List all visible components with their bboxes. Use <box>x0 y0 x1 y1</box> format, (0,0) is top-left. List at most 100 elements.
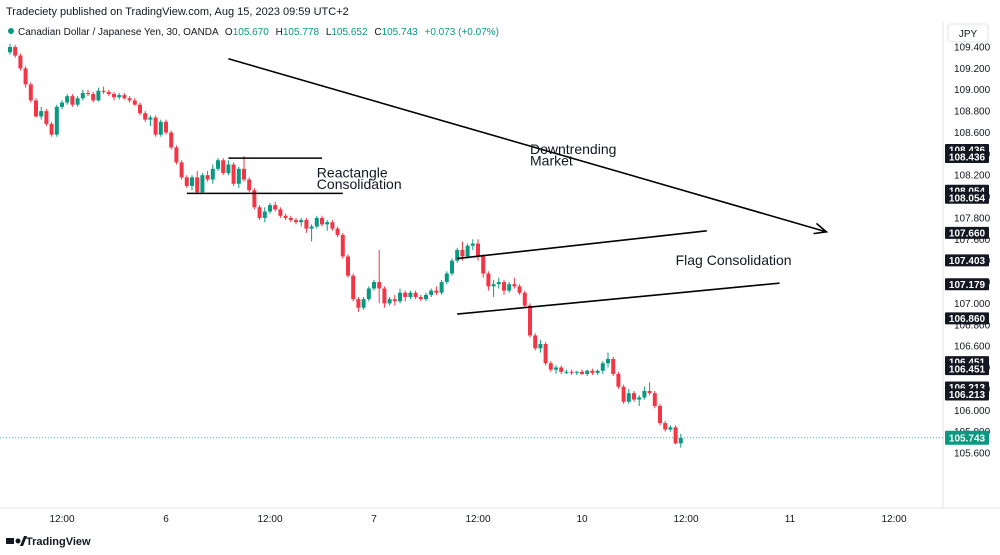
candle-body-110 <box>580 371 584 374</box>
candle-body-52 <box>278 209 283 216</box>
candle-body-127 <box>668 427 673 430</box>
ohlc-change: +0.073 (+0.07%) <box>424 27 499 38</box>
candle-body-0 <box>8 47 12 53</box>
svg-text:107.179: 107.179 <box>949 280 986 291</box>
candle-body-115 <box>606 358 610 364</box>
candle-body-13 <box>75 98 80 105</box>
price-badge-11: 106.213 <box>945 388 989 401</box>
candle-body-95 <box>502 282 506 291</box>
candle-body-54 <box>288 217 293 221</box>
candle-body-46 <box>247 179 252 191</box>
candle-body-119 <box>626 393 631 402</box>
price-tick-9: 107.600 <box>954 235 991 246</box>
candle-body-36 <box>195 177 200 193</box>
tradingview-logo[interactable]: TradingView <box>6 536 91 548</box>
candle-body-27 <box>148 117 153 120</box>
candle-body-83 <box>439 282 444 293</box>
candle-body-90 <box>476 243 480 257</box>
candle-body-122 <box>642 391 647 398</box>
annotation-4[interactable]: Flag Consolidation <box>676 252 792 268</box>
annotation-1[interactable]: Market <box>530 153 573 169</box>
candle-body-11 <box>65 96 70 103</box>
candle-body-16 <box>91 94 96 101</box>
candle-body-12 <box>70 96 75 105</box>
candle-body-51 <box>273 205 278 210</box>
candlestick-series <box>8 43 683 448</box>
candle-body-28 <box>153 117 158 135</box>
svg-text:108.436: 108.436 <box>949 152 986 163</box>
candle-body-15 <box>86 92 90 95</box>
price-badge-6: 107.179 <box>945 278 989 291</box>
candle-body-6 <box>39 111 44 117</box>
candle-body-26 <box>143 113 148 120</box>
candle-body-128 <box>673 427 678 444</box>
price-tick-6: 108.200 <box>954 171 991 182</box>
svg-text:106.451: 106.451 <box>949 365 986 376</box>
trend-line-3[interactable] <box>457 229 707 260</box>
candle-body-114 <box>600 363 605 371</box>
annotation-0[interactable]: Downtrending <box>530 141 616 157</box>
price-badge-1: 108.436 <box>945 150 989 163</box>
candle-body-104 <box>548 363 553 370</box>
candle-body-59 <box>314 217 319 227</box>
svg-text:107.660: 107.660 <box>949 228 986 239</box>
candle-body-86 <box>455 250 460 261</box>
candle-body-7 <box>44 111 49 124</box>
candle-body-35 <box>190 177 194 186</box>
candle-body-62 <box>330 222 335 229</box>
candle-body-80 <box>424 294 428 300</box>
annotation-2[interactable]: Reactangle <box>317 164 388 180</box>
candle-body-112 <box>590 370 595 373</box>
time-tick-2: 12:00 <box>257 514 282 525</box>
candle-body-17 <box>96 90 101 101</box>
symbol-name: Canadian Dollar / Japanese Yen, 30, OAND… <box>18 27 219 38</box>
price-tick-8: 107.800 <box>954 213 991 224</box>
candle-body-74 <box>392 299 397 302</box>
candle-body-60 <box>320 217 324 225</box>
candle-body-23 <box>127 98 132 101</box>
ohlc-close: 105.743 <box>382 27 419 38</box>
candle-body-45 <box>242 168 246 180</box>
annotation-3[interactable]: Consolidation <box>317 176 402 192</box>
time-tick-8: 12:00 <box>881 514 906 525</box>
candle-body-61 <box>325 222 330 225</box>
time-axis[interactable]: 12:00 6 12:00 7 12:00 10 12:00 11 12:00 <box>49 514 906 525</box>
candle-body-75 <box>398 292 402 302</box>
published-caption: Tradeciety published on TradingView.com,… <box>6 6 349 18</box>
trend-line-0[interactable] <box>228 57 827 233</box>
trend-line-4[interactable] <box>457 282 780 315</box>
candle-body-123 <box>647 391 652 394</box>
candle-body-8 <box>49 123 54 135</box>
candle-body-111 <box>585 370 590 374</box>
candle-body-18 <box>101 90 106 92</box>
candle-body-96 <box>507 284 512 291</box>
candle-body-117 <box>616 373 621 387</box>
candle-body-121 <box>637 397 642 400</box>
price-tick-19: 105.600 <box>954 449 991 460</box>
candle-body-92 <box>486 273 491 287</box>
drawing-lines[interactable] <box>186 57 829 315</box>
candle-body-58 <box>309 226 314 229</box>
ohlc-high: 105.778 <box>283 27 320 38</box>
candle-body-84 <box>444 273 449 283</box>
candle-body-103 <box>543 344 548 364</box>
candle-body-4 <box>28 84 33 101</box>
price-badge-5: 107.403 <box>945 254 989 267</box>
price-tick-14: 106.600 <box>954 342 991 353</box>
candle-body-48 <box>257 207 262 218</box>
candle-body-126 <box>663 423 668 430</box>
candle-body-71 <box>377 282 382 289</box>
price-tick-4: 108.600 <box>954 128 991 139</box>
symbol-legend: Canadian Dollar / Japanese Yen, 30, OAND… <box>8 27 499 38</box>
candle-body-89 <box>470 243 475 246</box>
candle-body-42 <box>226 164 231 174</box>
candle-body-34 <box>184 177 189 186</box>
time-tick-7: 11 <box>785 514 796 525</box>
candle-body-9 <box>54 106 59 135</box>
currency-button[interactable]: JPY <box>947 23 989 43</box>
candle-body-97 <box>512 284 517 287</box>
candle-body-38 <box>205 175 210 180</box>
candle-body-66 <box>351 275 356 300</box>
